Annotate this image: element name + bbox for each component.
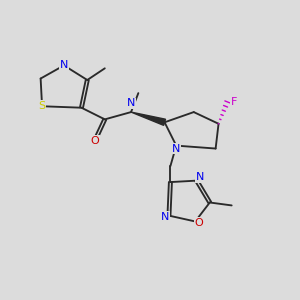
Text: F: F: [230, 97, 237, 107]
Text: S: S: [38, 101, 46, 111]
Text: N: N: [161, 212, 169, 222]
Text: N: N: [196, 172, 204, 182]
Polygon shape: [131, 112, 166, 125]
Text: O: O: [90, 136, 99, 146]
Text: N: N: [127, 98, 135, 108]
Text: N: N: [172, 143, 180, 154]
Text: O: O: [194, 218, 203, 228]
Text: N: N: [60, 60, 68, 70]
